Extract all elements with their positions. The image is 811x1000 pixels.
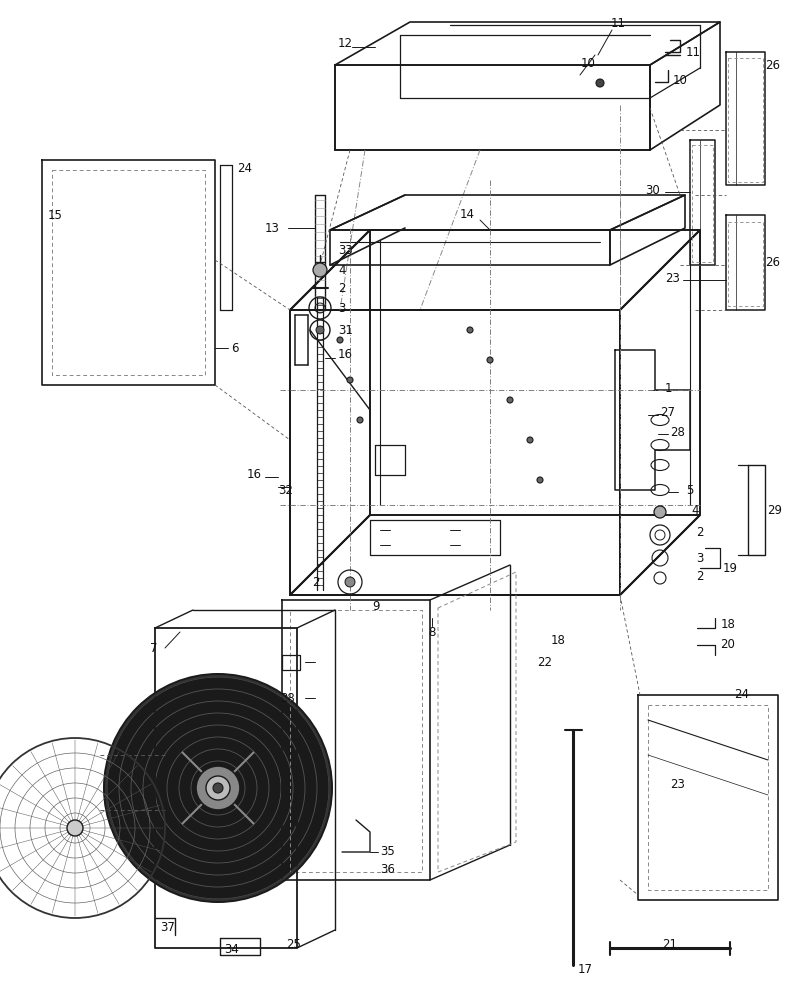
Text: 4: 4 [337,263,345,276]
Circle shape [67,820,83,836]
Text: 1: 1 [663,381,671,394]
Text: 4: 4 [690,504,698,516]
Circle shape [506,397,513,403]
Text: 13: 13 [265,222,280,235]
Circle shape [312,263,327,277]
Text: 2: 2 [695,570,703,584]
Text: 28: 28 [670,426,684,438]
Text: 20: 20 [719,638,735,652]
Circle shape [206,776,230,800]
Text: 32: 32 [277,484,293,496]
Text: 15: 15 [48,209,62,222]
Text: 29: 29 [766,504,782,516]
Text: 22: 22 [537,656,551,670]
Text: 3: 3 [696,552,703,564]
Circle shape [536,477,543,483]
Text: 23: 23 [664,271,679,284]
Text: 16: 16 [337,349,353,361]
Text: 12: 12 [337,37,352,50]
Text: 27: 27 [659,406,675,418]
Text: 3: 3 [337,302,345,314]
Text: 18: 18 [550,634,564,646]
Text: 2: 2 [312,576,320,588]
Text: 9: 9 [371,600,380,613]
Text: 24: 24 [734,688,749,702]
Circle shape [337,337,342,343]
Text: 37: 37 [161,921,175,934]
Text: 30: 30 [645,184,659,197]
Text: 21: 21 [662,938,676,951]
Text: 19: 19 [722,562,736,574]
Text: 6: 6 [231,342,238,355]
Circle shape [103,673,333,903]
Circle shape [346,377,353,383]
Text: 11: 11 [610,17,624,30]
Text: 18: 18 [719,618,735,632]
Circle shape [526,437,532,443]
Text: 23: 23 [670,778,684,791]
Circle shape [487,357,492,363]
Text: 35: 35 [380,845,395,858]
Text: 38: 38 [280,692,294,704]
Text: 26: 26 [765,59,779,72]
Text: 5: 5 [685,484,693,496]
Circle shape [466,327,473,333]
Circle shape [653,506,665,518]
Text: 17: 17 [577,963,592,976]
Text: 26: 26 [765,255,779,268]
Circle shape [357,417,363,423]
Text: 33: 33 [337,243,352,256]
Circle shape [345,577,354,587]
Text: 14: 14 [460,208,474,221]
Text: 31: 31 [337,324,353,336]
Text: 10: 10 [580,57,594,70]
Circle shape [315,326,324,334]
Text: 2: 2 [337,282,345,294]
Text: 11: 11 [684,46,700,59]
Circle shape [195,766,240,810]
Text: 7: 7 [150,642,158,654]
Text: 25: 25 [286,938,301,951]
Circle shape [212,783,223,793]
Text: 16: 16 [247,468,262,482]
Text: 8: 8 [427,626,436,638]
Text: 36: 36 [380,863,395,876]
Circle shape [595,79,603,87]
Text: 2: 2 [695,526,703,540]
Text: 34: 34 [225,943,239,956]
Text: 24: 24 [237,162,252,175]
Text: 10: 10 [672,74,687,87]
